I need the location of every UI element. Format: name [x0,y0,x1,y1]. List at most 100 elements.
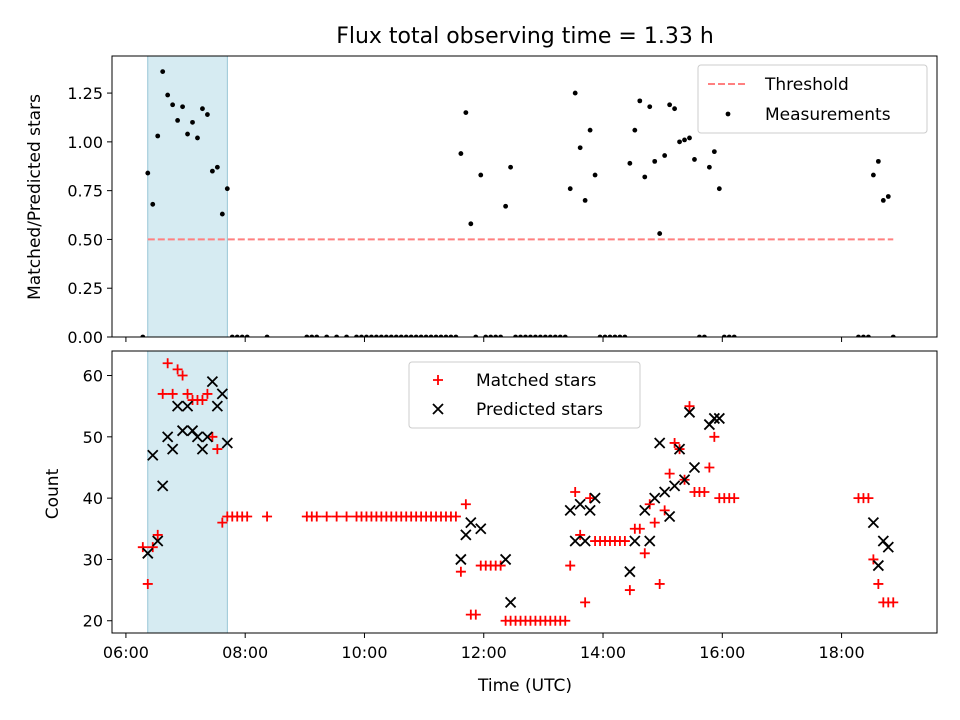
matched-star-point [331,511,342,522]
matched-star-point [565,560,576,571]
matched-star-point [664,468,675,479]
measurement-point [398,334,404,337]
measurement-point [234,334,240,337]
measurement-point [637,98,643,104]
matched-star-point [873,578,884,589]
top-y-tick-label: 0.00 [67,328,103,347]
measurement-point [702,334,707,337]
predicted-star-point [629,535,641,547]
measurement-point [721,334,727,337]
top-y-tick-label: 0.25 [67,279,103,298]
measurement-point [433,334,439,337]
matched-star-point [669,437,680,448]
measurement-point [160,69,166,75]
matched-star-point [242,511,253,522]
legend-predicted-label: Predicted stars [476,400,603,420]
measurement-point [875,158,881,164]
measurement-point [473,334,479,337]
measurement-point [513,334,518,337]
measurement-point [209,168,215,174]
bottom-y-tick-label: 20 [83,612,103,631]
measurement-point [488,334,494,337]
x-tick-label: 06:00 [103,643,149,662]
measurement-point [612,334,618,337]
measurement-point [498,334,504,337]
measurement-point [562,334,568,337]
measurement-point [528,334,533,337]
predicted-star-point [181,400,194,412]
legend-measurements-swatch [725,111,731,117]
measurement-point [542,334,548,337]
legend-predicted-swatch [432,403,444,415]
matched-star-point [137,542,148,553]
matched-star-point [207,431,218,442]
measurement-point [582,198,588,203]
matched-star-point [659,505,670,516]
predicted-star-point [191,431,204,443]
matched-star-point [863,493,874,504]
measurement-point [731,334,737,337]
measurement-point [165,92,171,98]
predicted-star-point [649,492,661,504]
measurement-point [244,334,250,337]
matched-star-point [560,615,571,626]
measurement-point [200,106,205,112]
measurement-point [692,157,697,162]
measurement-point [354,334,359,337]
measurement-point [324,334,330,337]
matched-star-point [167,388,178,399]
predicted-star-point [221,437,233,449]
matched-star-point [624,585,635,596]
top-axes-frame [111,55,938,338]
matched-star-point [142,578,153,589]
predicted-star-point [499,553,512,566]
measurement-point [214,164,220,170]
measurement-point [448,334,454,337]
bottom-y-tick-label: 60 [83,367,103,386]
measurement-point [175,117,181,123]
x-tick-label: 10:00 [341,643,387,662]
predicted-star-point [216,388,228,400]
matched-star-point [202,388,213,399]
measurement-point [239,334,245,337]
measurement-point [547,334,553,337]
measurement-point [642,174,648,180]
matched-star-point [684,401,695,412]
measurement-point [418,334,424,337]
matched-star-point [147,542,158,553]
top-y-axis-label: Matched/Predicted stars [25,94,45,300]
measurement-point [140,334,146,337]
matched-star-point [177,370,188,381]
matched-star-point [311,511,322,522]
bottom-series-predicted-stars [142,376,894,608]
matched-star-point [888,597,899,608]
measurement-point [622,334,628,337]
measurement-point [190,119,195,125]
matched-star-point [709,431,720,442]
measurement-point [205,112,210,117]
predicted-star-point [166,443,179,455]
matched-star-point [619,536,630,547]
top-legend [697,64,928,134]
matched-star-point [341,511,352,522]
measurement-point [687,135,692,141]
measurement-point [155,133,161,139]
matched-star-point [729,493,740,504]
measurement-point [334,334,340,337]
bottom-y-axis-label: Count [43,468,63,519]
measurement-point [503,203,509,209]
matched-star-point [217,517,228,528]
measurement-point [607,334,613,337]
matched-star-point [172,364,183,375]
measurement-point [195,135,200,141]
matched-star-point [262,511,273,522]
predicted-star-point [152,535,164,547]
measurement-point [443,334,449,337]
measurement-point [662,153,668,158]
predicted-star-point [654,437,666,449]
bottom-plot-area [137,351,899,633]
predicted-star-point [569,535,581,547]
bottom-axes-frame [111,350,938,634]
predicted-star-point [668,480,681,492]
top-y-tick-label: 1.25 [67,84,103,103]
